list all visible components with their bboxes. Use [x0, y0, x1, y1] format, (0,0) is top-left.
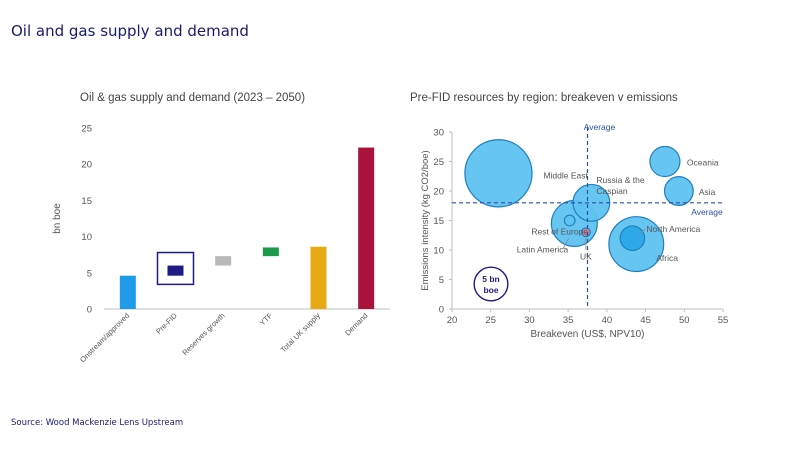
bubble: [649, 145, 681, 178]
y-tick-label: 25: [433, 157, 444, 168]
average-horizontal-label: Average: [691, 207, 723, 217]
bar: [262, 247, 279, 257]
page-title: Oil and gas supply and demand: [11, 22, 249, 40]
bubble: [619, 225, 646, 252]
leader-line: [638, 228, 646, 235]
y-tick-label: 15: [81, 196, 92, 207]
x-axis-label: Breakeven (US$, NPV10): [531, 329, 645, 340]
point-label: Middle East: [543, 170, 588, 180]
bubble: [581, 227, 591, 238]
size-legend-bubble: [473, 266, 509, 302]
bar-chart-title: Oil & gas supply and demand (2023 – 2050…: [80, 92, 306, 104]
y-tick-label: 20: [81, 160, 92, 171]
x-tick-label: 50: [679, 315, 690, 326]
y-tick-label: 15: [433, 216, 444, 227]
y-tick-label: 5: [87, 268, 92, 279]
bubble: [563, 214, 576, 227]
bar: [358, 147, 375, 309]
y-tick-label: 10: [81, 232, 92, 243]
point-label: Africa: [656, 253, 678, 263]
bar-outline-box: [156, 251, 195, 286]
point-label: North America: [646, 224, 700, 234]
size-legend-label: boe: [483, 285, 498, 295]
leader-line: [562, 238, 570, 250]
y-tick-label: 30: [433, 128, 444, 139]
average-vertical-label: Average: [584, 122, 616, 132]
x-tick-label: 30: [524, 315, 535, 326]
point-label: Latin America: [517, 245, 569, 255]
bubble: [464, 139, 533, 208]
bar: [215, 256, 232, 266]
x-tick-label: 40: [602, 315, 613, 326]
point-label: Oceania: [687, 158, 719, 168]
y-tick-label: 25: [81, 124, 92, 135]
point-label: UK: [580, 251, 592, 261]
y-tick-label: 0: [87, 305, 92, 316]
bar: [310, 246, 327, 309]
y-axis-label: bn boe: [52, 203, 63, 234]
bar: [119, 275, 136, 309]
size-legend-label: 5 bn: [482, 274, 499, 284]
bubble: [663, 176, 694, 206]
point-label: Asia: [699, 187, 716, 197]
y-tick-label: 5: [439, 275, 444, 286]
y-tick-label: 20: [433, 187, 444, 198]
x-tick-label: 45: [640, 315, 651, 326]
y-axis-label: Emissions intensity (kg CO2/boe): [420, 150, 431, 290]
point-label: Rest of Europe: [531, 226, 588, 236]
x-tick-label: 55: [718, 315, 729, 326]
y-tick-label: 0: [439, 305, 444, 316]
bar: [167, 265, 184, 276]
x-tick-label: 25: [485, 315, 496, 326]
source-note: Source: Wood Mackenzie Lens Upstream: [11, 418, 184, 428]
x-tick-label: 20: [447, 315, 458, 326]
x-tick-label: 35: [563, 315, 574, 326]
scatter-chart-title: Pre-FID resources by region: breakeven v…: [410, 92, 678, 104]
point-label: Russia & the Caspian: [596, 175, 644, 196]
y-tick-label: 10: [433, 246, 444, 257]
